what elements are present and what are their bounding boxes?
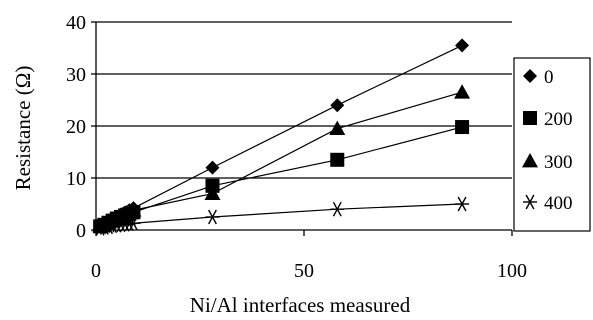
data-point — [330, 201, 345, 217]
data-point — [330, 152, 345, 167]
data-point — [455, 38, 470, 53]
y-tick-label: 0 — [76, 220, 86, 242]
data-point — [205, 209, 220, 225]
series-line — [100, 203, 463, 230]
legend: 0 200 300 400 — [513, 57, 591, 232]
y-axis-title: Resistance (Ω) — [11, 66, 35, 191]
x-tick-label: 50 — [294, 260, 314, 282]
legend-entry-300: 300 — [522, 152, 573, 173]
legend-marker — [522, 153, 538, 168]
x-tick-label: 0 — [91, 260, 101, 282]
x-tick-labels: 0 50 100 — [91, 260, 527, 282]
series-0 — [93, 38, 470, 233]
legend-label: 0 — [544, 67, 554, 88]
legend-marker — [523, 69, 537, 83]
series-400 — [93, 196, 470, 236]
y-tick-labels: 0 10 20 30 40 — [66, 12, 86, 242]
data-point — [125, 202, 142, 217]
x-tick-label: 100 — [497, 260, 527, 282]
legend-entry-200: 200 — [523, 109, 573, 130]
legend-label: 200 — [544, 109, 573, 130]
axes — [91, 21, 513, 236]
y-tick-label: 10 — [66, 168, 86, 190]
data-point — [329, 120, 346, 135]
series-200 — [93, 120, 470, 234]
legend-entry-0: 0 — [523, 67, 554, 88]
data-point — [455, 196, 470, 212]
legend-label: 300 — [544, 152, 573, 173]
gridlines — [96, 21, 512, 179]
data-point — [455, 120, 470, 135]
data-point — [204, 185, 221, 200]
series-300 — [92, 84, 471, 233]
data-point — [330, 98, 345, 113]
data-point — [126, 215, 141, 231]
x-axis-title: Ni/Al interfaces measured — [190, 293, 411, 317]
y-tick-label: 40 — [66, 12, 86, 34]
y-tick-label: 20 — [66, 116, 86, 138]
y-tick-label: 30 — [66, 64, 86, 86]
series-line — [99, 44, 463, 226]
data-point — [454, 84, 471, 99]
data-point — [205, 160, 220, 175]
legend-marker — [523, 111, 537, 125]
legend-marker — [523, 194, 537, 210]
series-line — [99, 126, 463, 227]
series-layer — [92, 38, 471, 236]
legend-label: 400 — [544, 193, 573, 214]
legend-entry-400: 400 — [523, 193, 573, 214]
